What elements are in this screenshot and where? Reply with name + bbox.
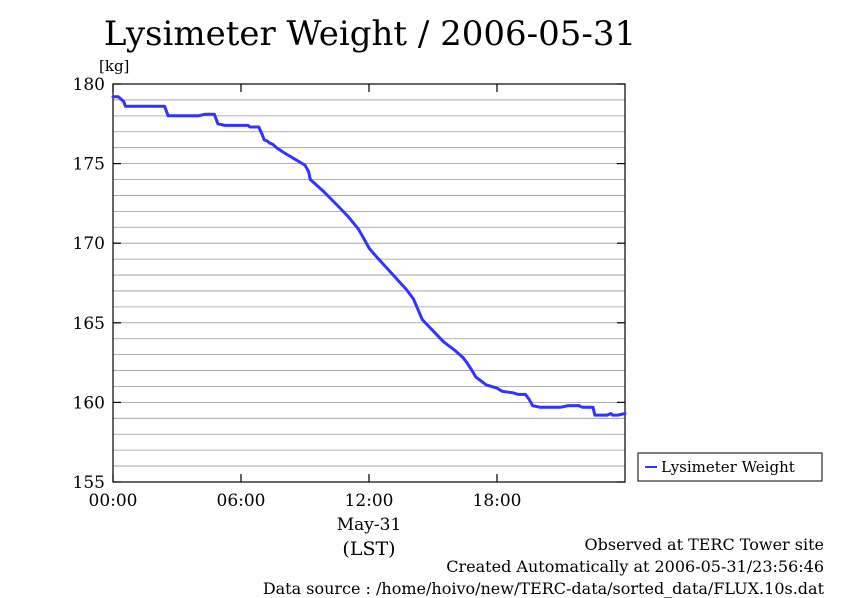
footer-source: Data source : /home/hoivo/new/TERC-data/… — [262, 579, 824, 598]
series-line-lysimeter-weight — [111, 95, 627, 417]
y-tick-label: 165 — [73, 314, 105, 334]
x-tick-label: 06:00 — [217, 491, 266, 511]
footer-created: Created Automatically at 2006-05-31/23:5… — [446, 557, 824, 576]
x-tick-label: 12:00 — [345, 491, 394, 511]
legend: Lysimeter Weight — [637, 452, 823, 482]
x-axis-label: (LST) — [342, 538, 395, 560]
y-tick-label: 160 — [73, 393, 105, 413]
legend-label: Lysimeter Weight — [661, 458, 795, 476]
y-tick-label: 180 — [73, 75, 105, 95]
plot-frame — [112, 83, 626, 483]
x-tick-label: 18:00 — [473, 491, 522, 511]
y-axis-label: [kg] — [99, 57, 129, 75]
footer-observed: Observed at TERC Tower site — [584, 535, 825, 554]
x-tick-label: 00:00 — [89, 491, 138, 511]
chart-title: Lysimeter Weight / 2006-05-31 — [103, 14, 637, 54]
y-tick-label: 170 — [73, 234, 105, 254]
y-tick-label: 175 — [73, 155, 105, 175]
x-date-label: May-31 — [337, 515, 402, 535]
legend-box — [637, 452, 823, 482]
y-tick-label: 155 — [73, 473, 105, 493]
